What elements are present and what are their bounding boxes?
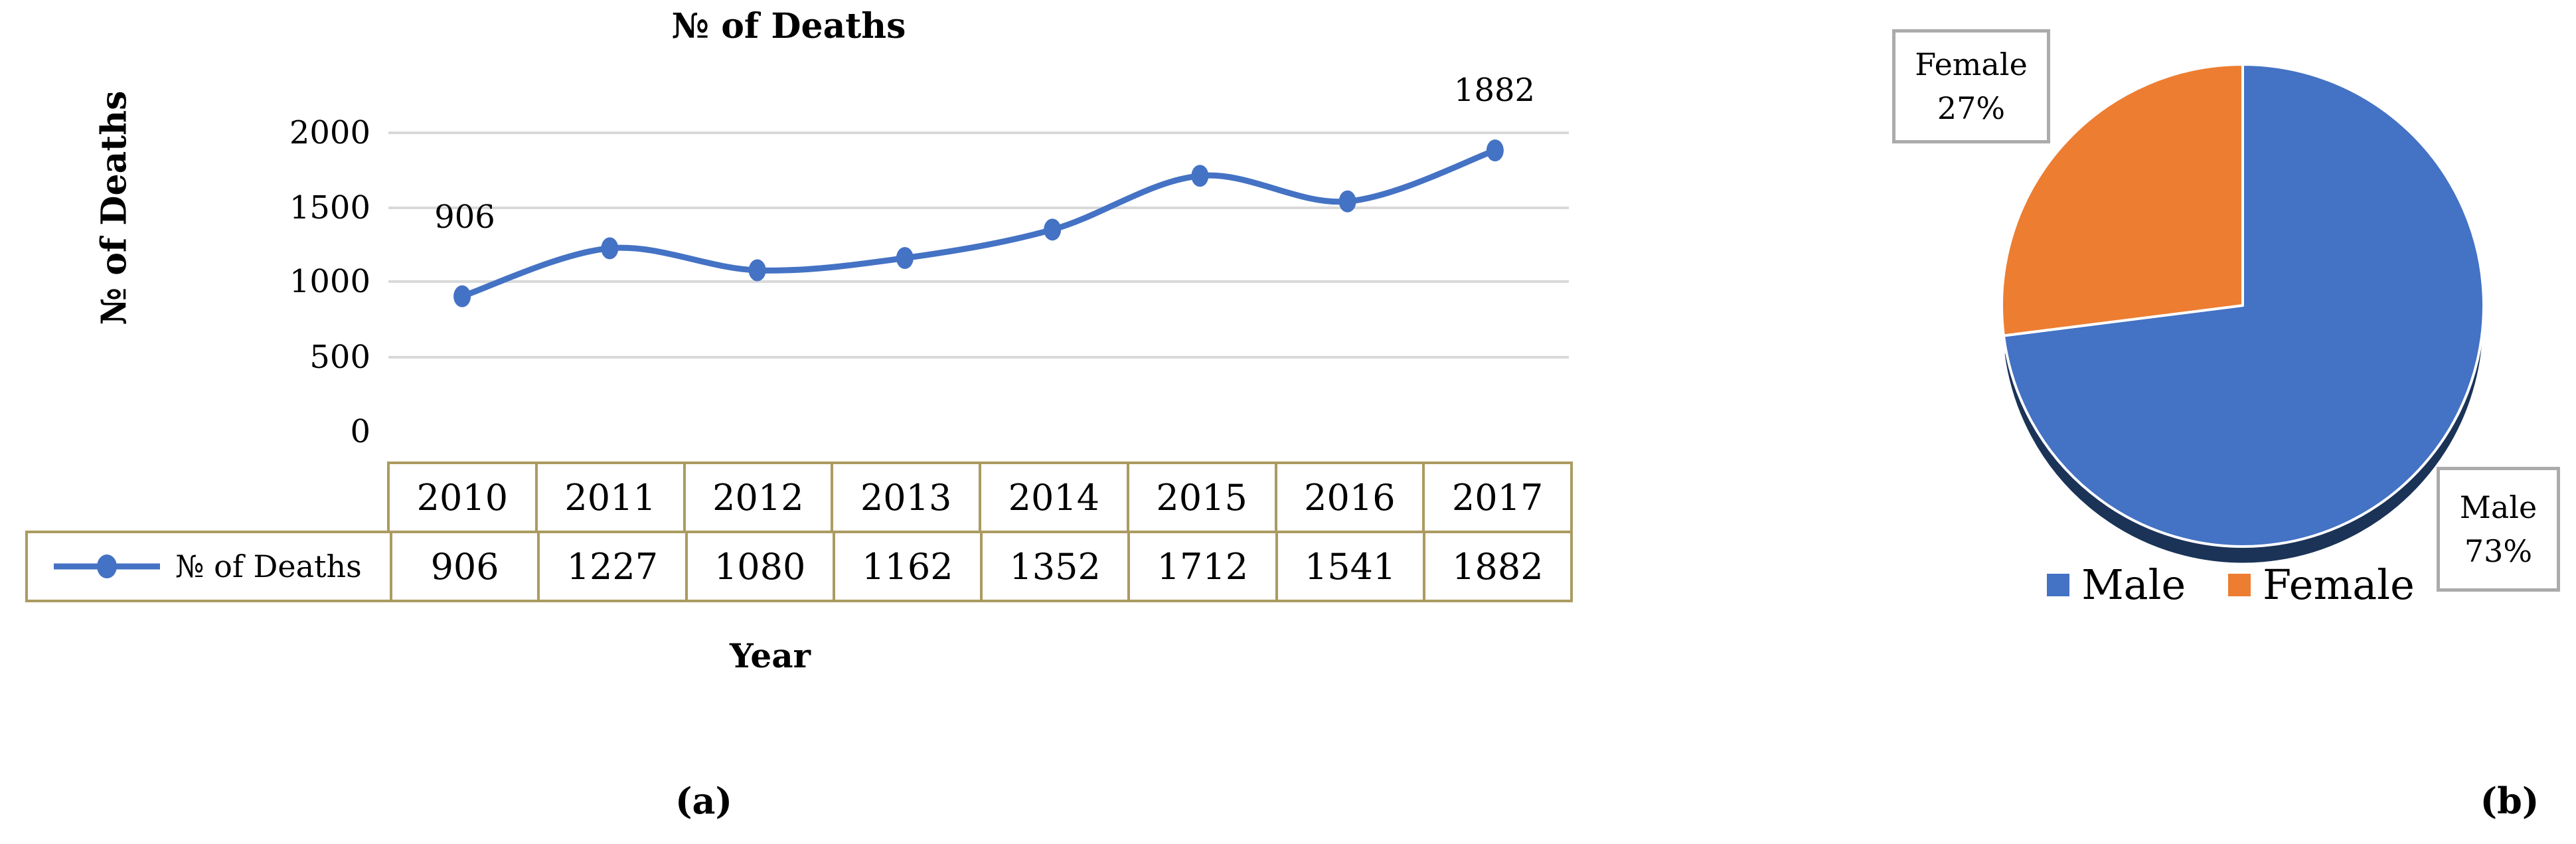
y-tick-2000: 2000: [289, 114, 370, 151]
y-tick-1000: 1000: [289, 263, 370, 300]
line-series-svg: [453, 139, 1504, 307]
value-cell: 1227: [537, 533, 684, 600]
year-cell: 2014: [979, 464, 1127, 531]
data-table-year-row: 2010 2011 2012 2013 2014 2015 2016 2017: [387, 462, 1573, 531]
gridline-500: [388, 356, 1569, 359]
callout-male-label: Male: [2459, 489, 2537, 525]
line-chart-panel: № of Deaths № of Deaths 2000 1500 1000 5…: [25, 6, 1573, 822]
value-cell: 1712: [1127, 533, 1275, 600]
year-cell: 2016: [1274, 464, 1423, 531]
y-axis-title: № of Deaths: [94, 90, 135, 325]
callout-female-percent: 27%: [1937, 90, 2006, 126]
caption-a: (a): [675, 780, 733, 822]
pie-chart-panel: Female 27% Male 73% Male Female (b): [1826, 0, 2576, 844]
callout-female-label: Female: [1915, 46, 2028, 82]
value-cell: 1352: [980, 533, 1127, 600]
female-swatch-icon: [2228, 574, 2251, 596]
legend-label-female: Female: [2263, 560, 2415, 609]
male-swatch-icon: [2047, 574, 2070, 596]
year-cell: 2011: [534, 464, 683, 531]
caption-b: (b): [2480, 780, 2539, 822]
data-label-first-point: 906: [434, 199, 495, 236]
year-cell: 2015: [1126, 464, 1275, 531]
callout-male-percent: 73%: [2464, 533, 2533, 569]
data-label-last-point: 1882: [1453, 72, 1536, 109]
year-cell: 2010: [416, 476, 509, 519]
value-cell: 1162: [832, 533, 980, 600]
chart-title: № of Deaths: [671, 6, 906, 46]
callout-male: Male 73%: [2437, 467, 2560, 592]
pie-legend: Male Female: [1826, 562, 2576, 608]
legend-item-male: Male: [2047, 562, 2186, 608]
callout-female: Female 27%: [1892, 29, 2050, 143]
x-axis-title: Year: [730, 636, 811, 675]
value-cell: 1541: [1275, 533, 1423, 600]
pie-svg: [2000, 63, 2486, 565]
value-cell: 906: [390, 533, 537, 600]
y-tick-1500: 1500: [289, 189, 370, 226]
year-cell: 2012: [683, 464, 831, 531]
series-line-marker-icon: [54, 554, 160, 578]
gridline-1500: [388, 207, 1569, 209]
y-tick-500: 500: [309, 339, 370, 376]
legend-item-female: Female: [2228, 562, 2415, 608]
gridline-2000: [388, 131, 1569, 134]
data-table-value-row: № of Deaths 906 1227 1080 1162 1352 1712…: [25, 531, 1573, 602]
value-cell: 1882: [1422, 533, 1570, 600]
series-legend-label: № of Deaths: [175, 549, 362, 584]
year-cell: 2013: [831, 464, 979, 531]
gridline-1000: [388, 280, 1569, 283]
y-tick-0: 0: [350, 413, 370, 450]
series-legend-cell: № of Deaths: [28, 533, 390, 600]
value-cell: 1080: [684, 533, 833, 600]
year-cell: 2017: [1422, 464, 1570, 531]
legend-label-male: Male: [2081, 560, 2186, 609]
